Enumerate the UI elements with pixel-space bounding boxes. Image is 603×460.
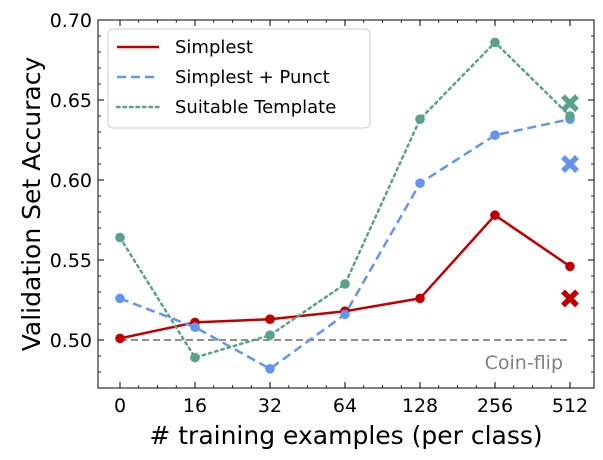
data-point xyxy=(190,322,200,333)
data-point xyxy=(115,293,125,304)
legend-label: Simplest + Punct xyxy=(175,67,330,88)
legend-label: Suitable Template xyxy=(175,97,336,118)
data-point xyxy=(265,364,275,374)
series-line xyxy=(119,117,571,371)
x-tick-label: 256 xyxy=(477,395,513,417)
series-layer xyxy=(115,37,579,374)
series-0 xyxy=(115,210,579,344)
series-2 xyxy=(115,37,579,363)
x-tick-label: 128 xyxy=(402,395,438,417)
x-tick-label: 512 xyxy=(552,395,588,417)
series-line xyxy=(119,213,571,340)
tick-labels: 0 16 32 64 128 256 512 0.50 0.55 0.60 0.65 0.70 xyxy=(50,10,588,417)
data-point xyxy=(490,37,500,48)
data-point xyxy=(115,333,125,344)
x-tick-label: 16 xyxy=(183,395,207,417)
data-point xyxy=(490,210,500,220)
data-point xyxy=(115,232,125,243)
x-marker xyxy=(561,289,579,308)
legend-label: Simplest xyxy=(175,37,253,58)
coin-flip-label: Coin-flip xyxy=(485,352,563,374)
x-marker-stroke xyxy=(561,289,579,308)
legend: Simplest Simplest + Punct Suitable Templat… xyxy=(107,28,371,129)
baseline-layer: Coin-flip xyxy=(120,339,570,374)
data-point xyxy=(415,293,425,304)
y-tick-label: 0.65 xyxy=(50,90,92,112)
data-point xyxy=(340,279,350,289)
x-marker-stroke xyxy=(561,155,579,173)
plot-frame xyxy=(97,19,595,389)
data-point xyxy=(340,309,350,320)
y-axis-label: Validation Set Accuracy xyxy=(17,57,46,352)
axes-box xyxy=(97,19,595,389)
x-tick-label: 0 xyxy=(114,395,126,417)
x-marker xyxy=(561,94,579,113)
data-point xyxy=(265,314,275,325)
data-point xyxy=(415,178,425,188)
series-1 xyxy=(115,114,579,374)
x-marker xyxy=(561,155,579,173)
y-tick-label: 0.60 xyxy=(50,170,92,192)
x-marker-stroke xyxy=(561,94,579,113)
data-point xyxy=(415,114,425,124)
legend-box xyxy=(107,28,371,129)
data-point xyxy=(190,352,200,363)
ticks-layer xyxy=(98,19,594,388)
x-tick-label: 32 xyxy=(258,395,282,417)
y-tick-label: 0.50 xyxy=(50,330,92,352)
data-point xyxy=(565,261,575,272)
y-tick-label: 0.55 xyxy=(50,250,92,272)
data-point xyxy=(565,111,575,121)
data-point xyxy=(490,130,500,140)
x-axis-label: # training examples (per class) xyxy=(149,421,542,450)
y-tick-label: 0.70 xyxy=(50,10,92,32)
x-tick-label: 64 xyxy=(333,395,357,417)
data-point xyxy=(265,330,275,341)
